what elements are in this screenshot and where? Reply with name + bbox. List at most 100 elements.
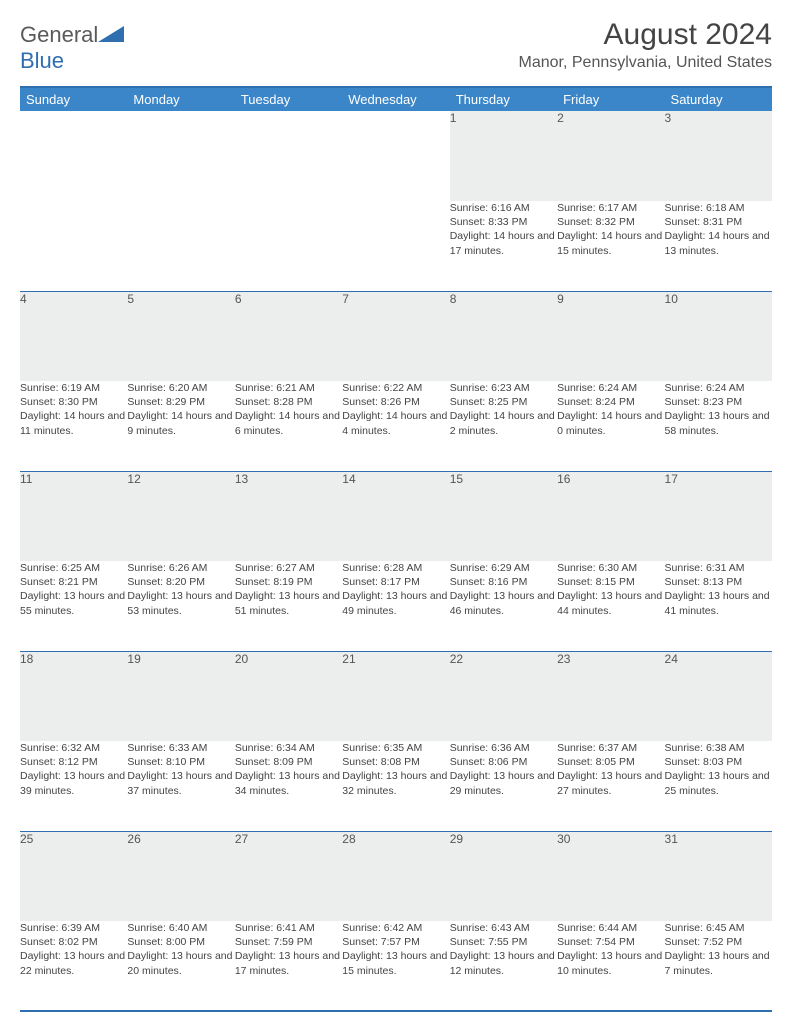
day-number-cell: 16 xyxy=(557,471,664,561)
sunrise-text: Sunrise: 6:45 AM xyxy=(665,921,772,935)
daylight-text: Daylight: 13 hours and 12 minutes. xyxy=(450,949,557,977)
day-detail-cell: Sunrise: 6:30 AMSunset: 8:15 PMDaylight:… xyxy=(557,561,664,651)
sunset-text: Sunset: 8:03 PM xyxy=(665,755,772,769)
day-detail-cell: Sunrise: 6:33 AMSunset: 8:10 PMDaylight:… xyxy=(127,741,234,831)
day-detail-row: Sunrise: 6:25 AMSunset: 8:21 PM Daylight:… xyxy=(20,561,772,651)
day-number-cell xyxy=(235,111,342,201)
day-number-cell: 10 xyxy=(665,291,772,381)
day-number-cell: 20 xyxy=(235,651,342,741)
sunrise-text: Sunrise: 6:29 AM xyxy=(450,561,557,575)
day-detail-cell: Sunrise: 6:21 AMSunset: 8:28 PMDaylight:… xyxy=(235,381,342,471)
day-number-cell: 27 xyxy=(235,831,342,921)
location-text: Manor, Pennsylvania, United States xyxy=(519,54,772,72)
day-number-cell: 14 xyxy=(342,471,449,561)
day-header-row: Sunday Monday Tuesday Wednesday Thursday… xyxy=(20,87,772,111)
sunset-text: Sunset: 8:02 PM xyxy=(20,935,127,949)
sunset-text: Sunset: 8:17 PM xyxy=(342,575,449,589)
day-header: Sunday xyxy=(20,87,127,111)
daylight-text: Daylight: 13 hours and 58 minutes. xyxy=(665,409,772,437)
day-number-row: 18192021222324 xyxy=(20,651,772,741)
day-number-cell: 5 xyxy=(127,291,234,381)
day-header: Monday xyxy=(127,87,234,111)
sunrise-text: Sunrise: 6:42 AM xyxy=(342,921,449,935)
sunset-text: Sunset: 7:52 PM xyxy=(665,935,772,949)
title-block: August 2024 Manor, Pennsylvania, United … xyxy=(519,18,772,72)
day-detail-cell: Sunrise: 6:45 AMSunset: 7:52 PMDaylight:… xyxy=(665,921,772,1011)
sunset-text: Sunset: 8:29 PM xyxy=(127,395,234,409)
day-detail-cell: Sunrise: 6:17 AMSunset: 8:32 PMDaylight:… xyxy=(557,201,664,291)
daylight-text: Daylight: 14 hours and 2 minutes. xyxy=(450,409,557,437)
day-detail-cell: Sunrise: 6:37 AMSunset: 8:05 PMDaylight:… xyxy=(557,741,664,831)
day-number-cell: 21 xyxy=(342,651,449,741)
day-detail-cell: Sunrise: 6:40 AMSunset: 8:00 PMDaylight:… xyxy=(127,921,234,1011)
sunset-text: Sunset: 8:25 PM xyxy=(450,395,557,409)
day-number-cell: 3 xyxy=(665,111,772,201)
day-detail-cell: Sunrise: 6:35 AMSunset: 8:08 PMDaylight:… xyxy=(342,741,449,831)
sunrise-text: Sunrise: 6:24 AM xyxy=(665,381,772,395)
daylight-text: Daylight: 13 hours and 49 minutes. xyxy=(342,589,449,617)
sunrise-text: Sunrise: 6:40 AM xyxy=(127,921,234,935)
day-number-cell: 13 xyxy=(235,471,342,561)
daylight-text: Daylight: 14 hours and 9 minutes. xyxy=(127,409,234,437)
day-detail-cell xyxy=(20,201,127,291)
sunrise-text: Sunrise: 6:20 AM xyxy=(127,381,234,395)
day-detail-cell: Sunrise: 6:18 AMSunset: 8:31 PMDaylight:… xyxy=(665,201,772,291)
sunset-text: Sunset: 8:09 PM xyxy=(235,755,342,769)
daylight-text: Daylight: 13 hours and 7 minutes. xyxy=(665,949,772,977)
day-detail-cell xyxy=(342,201,449,291)
sunset-text: Sunset: 8:26 PM xyxy=(342,395,449,409)
sunset-text: Sunset: 7:55 PM xyxy=(450,935,557,949)
daylight-text: Daylight: 13 hours and 10 minutes. xyxy=(557,949,664,977)
day-number-cell: 4 xyxy=(20,291,127,381)
day-number-cell: 1 xyxy=(450,111,557,201)
day-detail-cell: Sunrise: 6:26 AMSunset: 8:20 PMDaylight:… xyxy=(127,561,234,651)
sunrise-text: Sunrise: 6:25 AM xyxy=(20,561,127,575)
brand-part2: Blue xyxy=(20,48,64,73)
sunset-text: Sunset: 8:15 PM xyxy=(557,575,664,589)
sunset-text: Sunset: 7:57 PM xyxy=(342,935,449,949)
day-detail-cell: Sunrise: 6:16 AMSunset: 8:33 PMDaylight:… xyxy=(450,201,557,291)
sunrise-text: Sunrise: 6:38 AM xyxy=(665,741,772,755)
day-detail-cell: Sunrise: 6:20 AMSunset: 8:29 PMDaylight:… xyxy=(127,381,234,471)
daylight-text: Daylight: 13 hours and 17 minutes. xyxy=(235,949,342,977)
daylight-text: Daylight: 13 hours and 37 minutes. xyxy=(127,769,234,797)
sunrise-text: Sunrise: 6:23 AM xyxy=(450,381,557,395)
day-number-cell: 26 xyxy=(127,831,234,921)
sunset-text: Sunset: 8:33 PM xyxy=(450,215,557,229)
daylight-text: Daylight: 13 hours and 39 minutes. xyxy=(20,769,127,797)
day-number-cell: 30 xyxy=(557,831,664,921)
daylight-text: Daylight: 13 hours and 22 minutes. xyxy=(20,949,127,977)
month-title: August 2024 xyxy=(519,18,772,52)
day-number-cell xyxy=(342,111,449,201)
sunset-text: Sunset: 8:08 PM xyxy=(342,755,449,769)
sunrise-text: Sunrise: 6:30 AM xyxy=(557,561,664,575)
brand-part1: General xyxy=(20,22,98,47)
day-number-cell: 11 xyxy=(20,471,127,561)
day-detail-row: Sunrise: 6:32 AMSunset: 8:12 PMDaylight:… xyxy=(20,741,772,831)
daylight-text: Daylight: 14 hours and 4 minutes. xyxy=(342,409,449,437)
sunset-text: Sunset: 7:54 PM xyxy=(557,935,664,949)
day-detail-row: Sunrise: 6:39 AMSunset: 8:02 PMDaylight:… xyxy=(20,921,772,1011)
day-number-cell: 24 xyxy=(665,651,772,741)
day-number-cell: 25 xyxy=(20,831,127,921)
day-number-cell: 7 xyxy=(342,291,449,381)
sunset-text: Sunset: 8:21 PM xyxy=(20,575,127,589)
sunset-text: Sunset: 8:19 PM xyxy=(235,575,342,589)
header: General Blue August 2024 Manor, Pennsylv… xyxy=(20,18,772,74)
sunset-text: Sunset: 8:10 PM xyxy=(127,755,234,769)
day-detail-cell: Sunrise: 6:29 AMSunset: 8:16 PMDaylight:… xyxy=(450,561,557,651)
day-header: Wednesday xyxy=(342,87,449,111)
day-detail-cell: Sunrise: 6:41 AMSunset: 7:59 PMDaylight:… xyxy=(235,921,342,1011)
daylight-text: Daylight: 13 hours and 51 minutes. xyxy=(235,589,342,617)
sunrise-text: Sunrise: 6:18 AM xyxy=(665,201,772,215)
day-detail-cell: Sunrise: 6:28 AMSunset: 8:17 PMDaylight:… xyxy=(342,561,449,651)
day-number-row: 11121314151617 xyxy=(20,471,772,561)
day-number-row: 25262728293031 xyxy=(20,831,772,921)
day-number-cell xyxy=(127,111,234,201)
day-number-cell: 19 xyxy=(127,651,234,741)
day-number-cell: 6 xyxy=(235,291,342,381)
day-number-cell: 31 xyxy=(665,831,772,921)
day-detail-row: Sunrise: 6:19 AMSunset: 8:30 PMDaylight:… xyxy=(20,381,772,471)
day-detail-cell: Sunrise: 6:24 AMSunset: 8:23 PMDaylight:… xyxy=(665,381,772,471)
day-number-row: 123 xyxy=(20,111,772,201)
